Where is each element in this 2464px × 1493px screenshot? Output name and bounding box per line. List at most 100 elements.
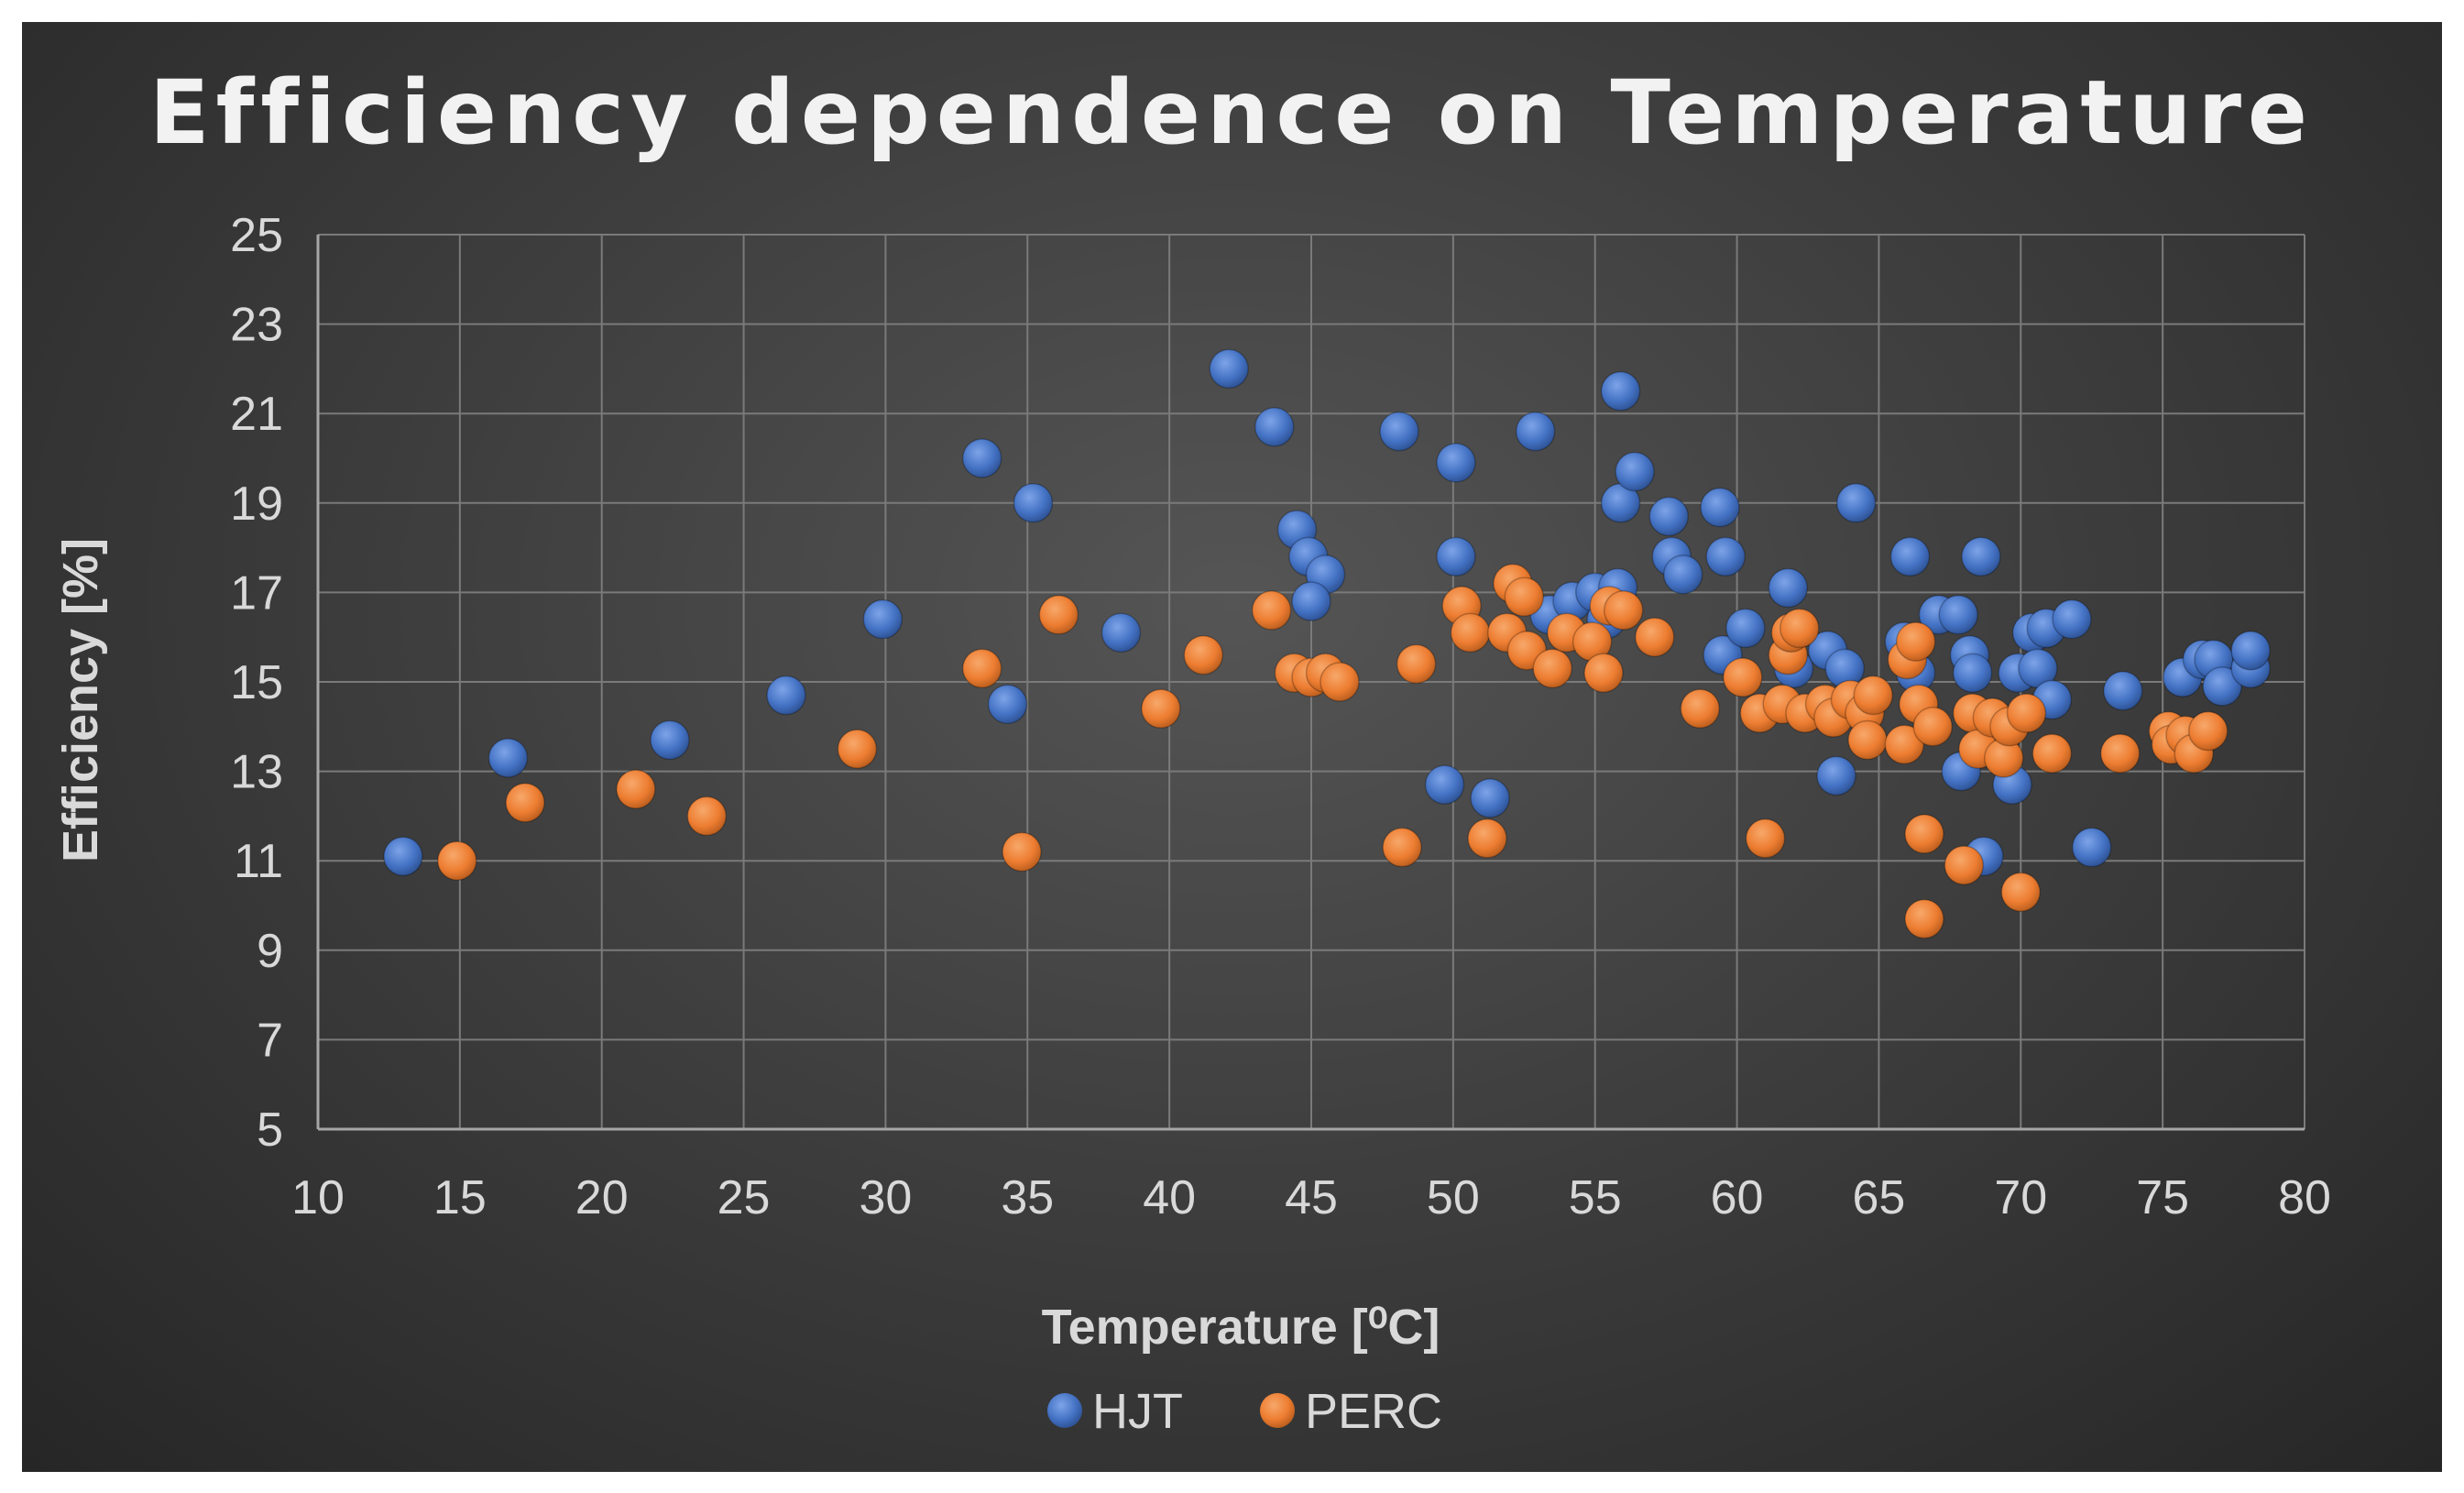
data-point-hjt bbox=[961, 438, 1002, 478]
x-tick-label: 10 bbox=[291, 1171, 345, 1224]
data-point-hjt bbox=[1835, 483, 1877, 523]
data-point-perc bbox=[1853, 675, 1893, 716]
data-point-hjt bbox=[1952, 653, 1993, 693]
data-point-hjt bbox=[1725, 608, 1766, 649]
y-tick-label: 21 bbox=[230, 388, 283, 441]
legend-label-perc: PERC bbox=[1305, 1384, 1442, 1439]
y-tick-label: 15 bbox=[230, 656, 283, 709]
data-point-perc bbox=[1320, 662, 1360, 702]
data-point-perc bbox=[837, 729, 878, 769]
data-point-hjt bbox=[1436, 443, 1476, 483]
chart-title: Efficiency dependence on Temperature bbox=[149, 61, 2314, 164]
y-tick-label: 11 bbox=[234, 835, 283, 888]
x-tick-label: 55 bbox=[1569, 1171, 1622, 1224]
data-points bbox=[383, 348, 2271, 939]
data-point-perc bbox=[1467, 818, 1507, 859]
y-tick-label: 13 bbox=[230, 746, 283, 799]
x-tick-label: 50 bbox=[1427, 1171, 1480, 1224]
data-point-hjt bbox=[2103, 671, 2143, 711]
data-point-hjt bbox=[1291, 581, 1331, 621]
data-point-hjt bbox=[1424, 764, 1465, 805]
data-point-perc bbox=[1382, 827, 1422, 868]
x-tick-label: 75 bbox=[2136, 1171, 2189, 1224]
series-hjt bbox=[383, 348, 2271, 877]
data-point-hjt bbox=[1101, 612, 1142, 653]
data-point-perc bbox=[1583, 653, 1624, 693]
y-tick-label: 25 bbox=[230, 209, 283, 262]
data-point-hjt bbox=[2230, 631, 2271, 671]
data-point-perc bbox=[2187, 710, 2229, 752]
x-tick-label: 35 bbox=[1001, 1171, 1054, 1224]
data-point-hjt bbox=[766, 675, 806, 716]
data-point-perc bbox=[1912, 707, 1954, 747]
data-point-perc bbox=[1002, 831, 1042, 873]
data-point-hjt bbox=[1662, 554, 1703, 595]
data-point-perc bbox=[1396, 643, 1437, 685]
data-point-hjt bbox=[1209, 348, 1249, 390]
x-tick-label: 60 bbox=[1711, 1171, 1764, 1224]
data-point-perc bbox=[1504, 576, 1545, 618]
data-point-perc bbox=[2000, 872, 2042, 913]
y-tick-label: 7 bbox=[257, 1014, 283, 1067]
x-tick-label: 25 bbox=[717, 1171, 771, 1224]
data-point-perc bbox=[1450, 612, 1491, 653]
data-point-hjt bbox=[1515, 411, 1556, 452]
data-point-hjt bbox=[1816, 755, 1856, 796]
scatter-chart: Efficiency dependence on Temperature 5 7 9… bbox=[53, 61, 2331, 1439]
data-point-perc bbox=[437, 840, 477, 881]
data-point-hjt bbox=[1013, 483, 1054, 523]
chart-frame: Efficiency dependence on Temperature 5 7 9… bbox=[22, 22, 2442, 1472]
y-axis-label: Efficiency [%] bbox=[53, 538, 108, 862]
x-tick-label: 70 bbox=[1994, 1171, 2047, 1224]
legend-marker-perc bbox=[1260, 1393, 1295, 1428]
axes bbox=[316, 235, 2305, 1131]
data-point-perc bbox=[1532, 648, 1573, 689]
legend: HJT PERC bbox=[1047, 1384, 1442, 1439]
data-point-hjt bbox=[487, 738, 529, 778]
data-point-perc bbox=[2006, 693, 2047, 733]
data-point-perc bbox=[1038, 595, 1079, 635]
legend-marker-hjt bbox=[1047, 1393, 1082, 1428]
data-point-hjt bbox=[2071, 827, 2112, 868]
data-point-hjt bbox=[1889, 536, 1931, 577]
x-tick-label: 80 bbox=[2278, 1171, 2331, 1224]
y-tick-label: 5 bbox=[257, 1103, 283, 1157]
data-point-perc bbox=[616, 769, 656, 809]
data-point-perc bbox=[1847, 719, 1888, 761]
x-tick-labels: 10 15 20 25 30 35 40 45 50 55 60 65 70 75 80 bbox=[291, 1171, 2331, 1224]
data-point-perc bbox=[961, 648, 1002, 689]
x-tick-label: 40 bbox=[1143, 1171, 1196, 1224]
data-point-perc bbox=[1251, 590, 1292, 631]
data-point-perc bbox=[1745, 818, 1786, 859]
x-tick-label: 20 bbox=[575, 1171, 629, 1224]
data-point-perc bbox=[1944, 845, 1985, 885]
data-point-hjt bbox=[1768, 567, 1809, 609]
data-point-hjt bbox=[987, 684, 1028, 725]
data-point-hjt bbox=[1700, 487, 1740, 528]
data-point-hjt bbox=[1705, 536, 1746, 577]
data-point-hjt bbox=[383, 836, 423, 877]
data-point-perc bbox=[2031, 733, 2073, 774]
data-point-hjt bbox=[650, 719, 690, 761]
data-point-perc bbox=[1779, 608, 1820, 649]
y-tick-labels: 5 7 9 11 13 15 17 19 21 23 25 bbox=[230, 209, 283, 1157]
data-point-hjt bbox=[1470, 778, 1510, 818]
data-point-perc bbox=[1904, 898, 1944, 939]
x-tick-label: 15 bbox=[433, 1171, 487, 1224]
data-point-hjt bbox=[2052, 598, 2092, 640]
data-point-perc bbox=[1141, 688, 1181, 730]
data-point-hjt bbox=[862, 598, 903, 640]
data-point-hjt bbox=[1961, 536, 2001, 577]
x-axis-label: Temperature [⁰C] bbox=[1042, 1300, 1440, 1355]
data-point-hjt bbox=[1938, 595, 1978, 635]
data-point-hjt bbox=[2202, 666, 2242, 707]
data-point-hjt bbox=[1436, 536, 1476, 577]
data-point-hjt bbox=[1615, 451, 1655, 492]
data-point-hjt bbox=[1648, 496, 1689, 537]
y-tick-label: 9 bbox=[257, 925, 283, 978]
data-point-hjt bbox=[1254, 407, 1295, 447]
data-point-perc bbox=[1603, 590, 1644, 631]
y-tick-label: 19 bbox=[230, 478, 283, 531]
data-point-perc bbox=[1723, 657, 1763, 697]
series-perc bbox=[437, 563, 2229, 939]
